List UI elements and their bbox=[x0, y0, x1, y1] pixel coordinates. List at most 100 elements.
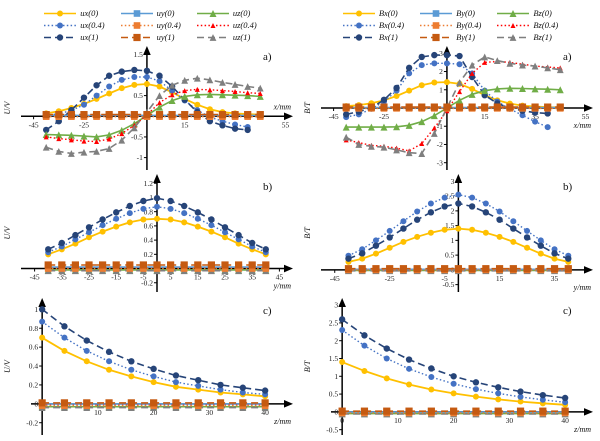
y-tick-label: 2 bbox=[451, 206, 455, 215]
marker-circle bbox=[418, 62, 425, 69]
marker-circle bbox=[140, 205, 147, 212]
marker-square bbox=[118, 111, 126, 119]
y-axis-label: B/T bbox=[303, 227, 312, 239]
legend-label: uz(0.4) bbox=[232, 20, 257, 30]
marker-square bbox=[133, 21, 140, 29]
marker-circle bbox=[431, 51, 438, 59]
marker-square bbox=[405, 407, 413, 415]
marker-triangle bbox=[194, 86, 200, 92]
marker-square bbox=[493, 103, 501, 111]
marker-circle bbox=[72, 240, 79, 247]
marker-circle bbox=[455, 200, 462, 207]
y-tick-label: -0.5 bbox=[131, 133, 143, 142]
subplot-letter: a) bbox=[563, 51, 572, 63]
legend-label: Bz(0.4) bbox=[533, 20, 559, 30]
marker-circle bbox=[85, 224, 93, 231]
legend-item: Bz(0.4) bbox=[496, 19, 558, 31]
marker-circle bbox=[517, 393, 524, 400]
marker-circle bbox=[443, 51, 451, 59]
marker-circle bbox=[113, 223, 120, 230]
marker-triangle bbox=[367, 123, 375, 131]
marker-triangle bbox=[105, 145, 113, 152]
marker-triangle bbox=[209, 9, 217, 17]
y-tick-label: 0.2 bbox=[144, 250, 154, 259]
marker-square bbox=[367, 103, 375, 111]
marker-square bbox=[383, 407, 391, 415]
x-tick-label: -25 bbox=[379, 112, 389, 121]
marker-circle bbox=[443, 79, 450, 86]
marker-circle bbox=[537, 242, 544, 249]
x-tick-label: -5 bbox=[140, 273, 146, 282]
marker-circle bbox=[83, 347, 90, 354]
marker-circle bbox=[517, 388, 524, 395]
marker-circle bbox=[154, 215, 160, 222]
marker-triangle bbox=[430, 130, 438, 137]
y-tick-label: -3 bbox=[437, 158, 443, 167]
marker-circle bbox=[361, 342, 368, 349]
legend-label: ux(1) bbox=[80, 32, 99, 42]
legend-sample-circle-icon bbox=[342, 33, 375, 41]
legend-sample-circle-icon bbox=[342, 10, 375, 16]
legend-item: uy(0) bbox=[120, 7, 181, 19]
series-line-uz(1) bbox=[45, 77, 261, 155]
marker-circle bbox=[239, 384, 247, 391]
marker-circle bbox=[427, 209, 435, 216]
marker-square bbox=[454, 265, 462, 273]
marker-circle bbox=[221, 224, 229, 231]
marker-circle bbox=[339, 359, 346, 366]
x-tick-label: 45 bbox=[276, 273, 284, 282]
marker-circle bbox=[339, 327, 346, 334]
marker-circle bbox=[156, 72, 163, 79]
x-tick-label: 15 bbox=[496, 274, 504, 283]
marker-triangle bbox=[182, 88, 188, 94]
marker-circle bbox=[472, 393, 479, 400]
marker-circle bbox=[106, 366, 113, 373]
y-tick-label: -0.2 bbox=[141, 278, 153, 287]
y-tick-label: -0.2 bbox=[26, 418, 38, 427]
marker-circle bbox=[57, 33, 64, 41]
marker-square bbox=[248, 261, 256, 269]
legend-sample-triangle-icon bbox=[196, 33, 229, 41]
marker-triangle bbox=[206, 76, 214, 84]
marker-circle bbox=[418, 53, 425, 61]
marker-triangle bbox=[219, 88, 225, 94]
marker-triangle bbox=[68, 137, 74, 143]
marker-circle bbox=[355, 33, 363, 41]
marker-square bbox=[432, 33, 440, 41]
marker-circle bbox=[414, 233, 421, 240]
marker-square bbox=[261, 399, 269, 407]
marker-square bbox=[443, 103, 451, 111]
x-tick-label: 15 bbox=[481, 112, 489, 121]
marker-circle bbox=[140, 216, 147, 223]
marker-square bbox=[244, 111, 252, 119]
y-tick-label: 0.4 bbox=[144, 236, 154, 245]
x-tick-label: 10 bbox=[94, 408, 102, 417]
marker-square bbox=[342, 103, 350, 111]
marker-circle bbox=[45, 246, 52, 253]
marker-circle bbox=[194, 101, 201, 108]
marker-circle bbox=[510, 238, 517, 245]
x-axis-arrow-icon bbox=[584, 266, 593, 274]
y-tick-label: 2 bbox=[439, 67, 443, 76]
marker-circle bbox=[118, 68, 125, 75]
marker-circle bbox=[126, 202, 133, 210]
y-tick-label: 1 bbox=[34, 305, 38, 314]
marker-triangle bbox=[468, 90, 476, 98]
marker-circle bbox=[208, 228, 215, 235]
marker-triangle bbox=[509, 9, 517, 17]
marker-circle bbox=[106, 358, 113, 365]
marker-triangle bbox=[231, 81, 239, 88]
marker-square bbox=[495, 265, 504, 273]
marker-circle bbox=[393, 92, 400, 99]
marker-square bbox=[218, 111, 227, 119]
marker-triangle bbox=[43, 134, 49, 140]
legend-label: uz(1) bbox=[232, 32, 251, 42]
legend-item: uy(1) bbox=[120, 31, 181, 43]
y-tick-label: 1 bbox=[451, 236, 455, 245]
legend-item: uz(0.4) bbox=[196, 19, 257, 31]
marker-circle bbox=[406, 87, 413, 94]
marker-square bbox=[430, 103, 438, 111]
marker-triangle bbox=[244, 92, 252, 100]
marker-square bbox=[92, 111, 101, 119]
marker-circle bbox=[244, 126, 251, 134]
